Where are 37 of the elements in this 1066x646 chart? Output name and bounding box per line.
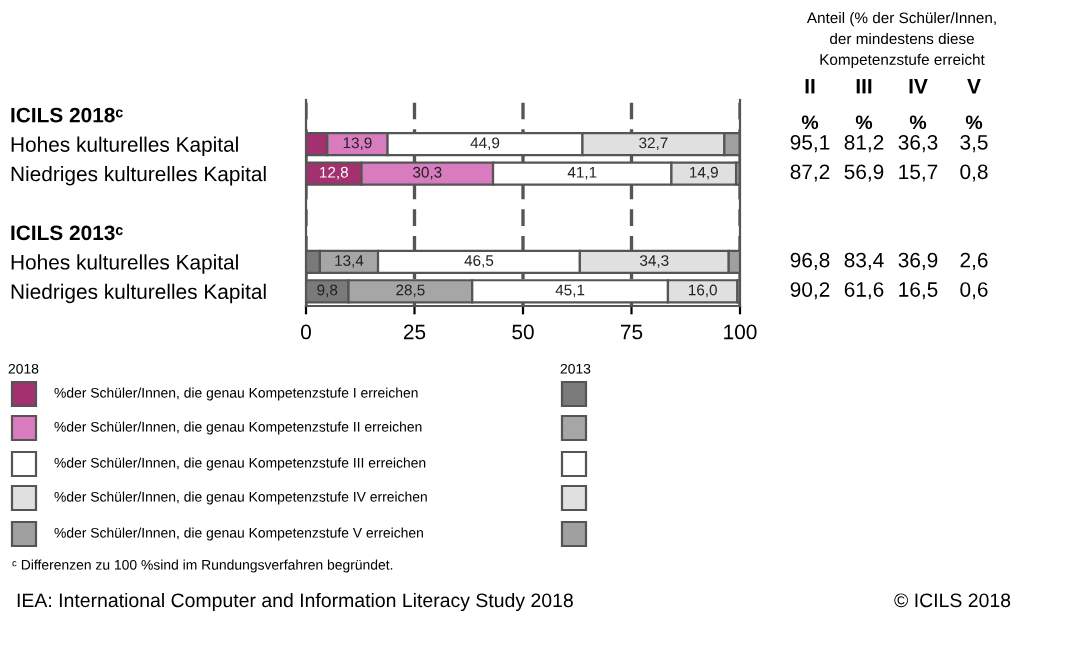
text: 90,2 — [790, 282, 830, 300]
text: 83,4 — [844, 252, 884, 270]
text: 36,3 — [898, 134, 938, 153]
x-tick-label: 75 — [620, 324, 643, 340]
text: II — [805, 79, 815, 94]
text: 87,2 — [790, 164, 830, 182]
text: 61,6 — [844, 282, 884, 300]
text: 95,1 — [790, 134, 830, 153]
text: 96,8 — [790, 252, 830, 270]
y-tick-label: ICILS 2018ᶜ — [11, 107, 123, 123]
y-tick-label: ICILS 2013ᶜ — [11, 225, 123, 241]
text: 3,5 — [960, 134, 988, 153]
x-tick-label: 100 — [724, 324, 757, 340]
text: % — [801, 115, 819, 130]
y-tick-label: Niedriges kulturelles Kapital — [11, 283, 266, 304]
text: 16,5 — [899, 282, 938, 300]
text: 81,2 — [844, 134, 884, 153]
y-tick-label: Niedriges kulturelles Kapital — [11, 166, 266, 186]
text: 56,9 — [844, 164, 884, 182]
text: IV — [909, 79, 928, 94]
x-tick-label: 0 — [301, 324, 311, 340]
y-tick-label: Hohes kulturelles Kapital — [11, 136, 238, 157]
text: © ICILS 2018 — [894, 593, 1011, 608]
x-tick-label: 50 — [512, 324, 534, 340]
text: % — [909, 115, 927, 130]
x-tick-label: 25 — [403, 324, 426, 340]
text: 15,7 — [899, 164, 938, 182]
text: % — [965, 115, 983, 130]
text: III — [856, 79, 872, 94]
text: % — [855, 115, 873, 130]
text: V — [967, 79, 981, 94]
text: 0,6 — [960, 282, 988, 300]
text: IEA: International Computer and Information Literacy Study 2018 — [17, 592, 573, 612]
text: 2,6 — [960, 252, 988, 270]
text: 36,9 — [898, 252, 938, 270]
text: 0,8 — [960, 164, 988, 182]
y-tick-label: Hohes kulturelles Kapital — [11, 254, 238, 274]
